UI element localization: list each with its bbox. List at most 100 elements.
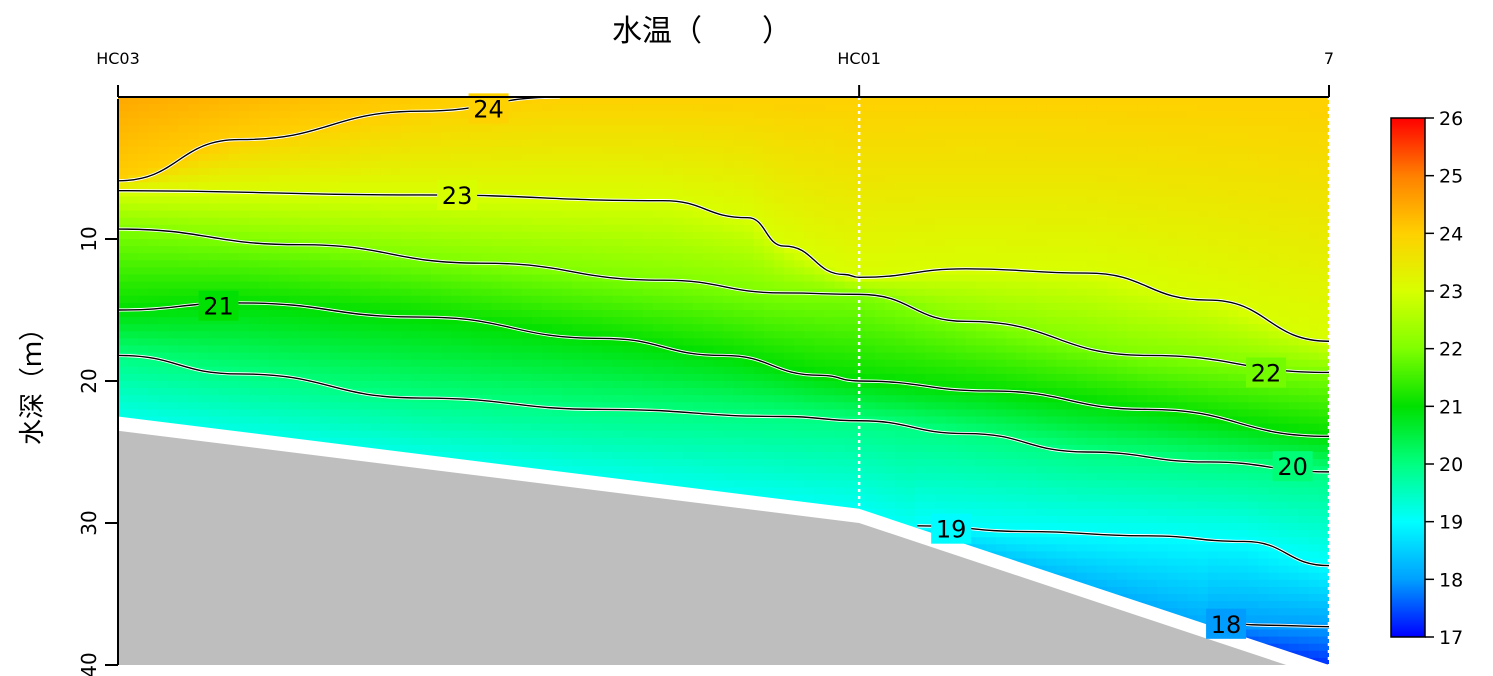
heat-cell xyxy=(289,118,301,127)
heat-cell xyxy=(380,359,392,368)
heat-cell xyxy=(582,416,594,425)
heat-cell xyxy=(642,104,654,112)
heat-cell xyxy=(612,437,624,446)
heat-cell xyxy=(622,331,634,340)
heat-cell xyxy=(269,153,281,162)
heat-cell xyxy=(178,338,190,347)
heat-cell xyxy=(370,274,382,283)
heat-cell xyxy=(622,224,634,233)
heat-cell xyxy=(198,224,210,233)
heat-cell xyxy=(148,97,160,105)
heat-cell xyxy=(350,97,361,105)
heat-cell xyxy=(511,203,523,212)
heat-cell xyxy=(541,210,553,219)
heat-cell xyxy=(663,217,674,226)
heat-cell xyxy=(158,260,170,269)
heat-cell xyxy=(612,253,624,262)
heat-cell xyxy=(541,295,553,304)
heat-cell xyxy=(683,104,694,112)
heat-cell xyxy=(673,310,684,318)
heat-cell xyxy=(481,359,493,368)
heat-cell xyxy=(420,125,432,134)
heat-cell xyxy=(229,423,240,432)
heat-cell xyxy=(451,168,462,176)
heat-cell xyxy=(582,125,594,134)
heat-cell xyxy=(592,381,604,389)
heat-cell xyxy=(501,196,513,205)
heat-cell xyxy=(541,196,553,205)
heat-cell xyxy=(370,146,382,155)
heat-cell xyxy=(592,118,604,127)
heat-cell xyxy=(652,317,664,325)
heat-cell xyxy=(723,97,735,105)
heat-cell xyxy=(582,402,594,411)
heat-cell xyxy=(521,352,533,361)
heat-cell xyxy=(229,231,240,240)
heat-cell xyxy=(440,97,452,105)
heat-cell xyxy=(521,125,533,134)
heat-cell xyxy=(249,231,261,240)
heat-cell xyxy=(723,473,735,482)
heat-cell xyxy=(218,338,230,347)
heat-cell xyxy=(612,267,624,276)
heat-cell xyxy=(229,210,240,219)
heat-cell xyxy=(188,345,200,354)
heat-cell xyxy=(350,281,361,290)
heat-cell xyxy=(471,160,483,169)
heat-cell xyxy=(622,345,634,354)
heat-cell xyxy=(400,388,412,396)
heat-cell xyxy=(309,295,321,304)
heat-cell xyxy=(380,104,392,112)
heat-cell xyxy=(663,310,674,318)
heat-cell xyxy=(440,104,452,112)
heat-cell xyxy=(128,331,139,340)
heat-cell xyxy=(128,132,139,141)
heat-cell xyxy=(319,267,331,276)
heat-cell xyxy=(249,402,261,411)
heat-cell xyxy=(511,373,523,382)
heat-cell xyxy=(299,111,311,120)
heat-cell xyxy=(289,359,301,368)
heat-cell xyxy=(410,111,422,120)
heat-cell xyxy=(663,302,674,311)
heat-cell xyxy=(642,153,654,162)
heat-cell xyxy=(562,459,573,467)
heat-cell xyxy=(410,331,422,340)
heat-cell xyxy=(612,260,624,269)
heat-cell xyxy=(158,153,170,162)
heat-cell xyxy=(188,302,200,311)
heat-cell xyxy=(188,182,200,191)
heat-cell xyxy=(461,97,472,105)
heat-cell xyxy=(380,345,392,354)
heat-cell xyxy=(158,182,170,191)
heat-cell xyxy=(269,139,281,148)
heat-cell xyxy=(713,373,725,382)
heat-cell xyxy=(259,288,271,297)
heat-cell xyxy=(319,168,331,176)
heat-cell xyxy=(138,196,150,205)
heat-cell xyxy=(491,452,503,460)
heat-cell xyxy=(471,168,483,176)
heat-cell xyxy=(723,381,735,389)
heat-cell xyxy=(632,452,644,460)
heat-cell xyxy=(440,317,452,325)
heat-cell xyxy=(400,373,412,382)
heat-cell xyxy=(128,231,139,240)
heat-cell xyxy=(733,345,745,354)
heat-cell xyxy=(259,345,271,354)
heat-cell xyxy=(572,104,583,112)
heat-cell xyxy=(299,338,311,347)
heat-cell xyxy=(501,281,513,290)
heat-cell xyxy=(471,175,483,183)
heat-cell xyxy=(158,104,170,112)
heat-cell xyxy=(481,267,493,276)
heat-cell xyxy=(329,196,341,205)
heat-cell xyxy=(148,210,160,219)
heat-cell xyxy=(118,402,129,411)
heat-cell xyxy=(158,203,170,212)
heat-cell xyxy=(693,111,705,120)
heat-cell xyxy=(663,253,674,262)
heat-cell xyxy=(461,388,472,396)
heat-cell xyxy=(218,97,230,105)
heat-cell xyxy=(652,302,664,311)
